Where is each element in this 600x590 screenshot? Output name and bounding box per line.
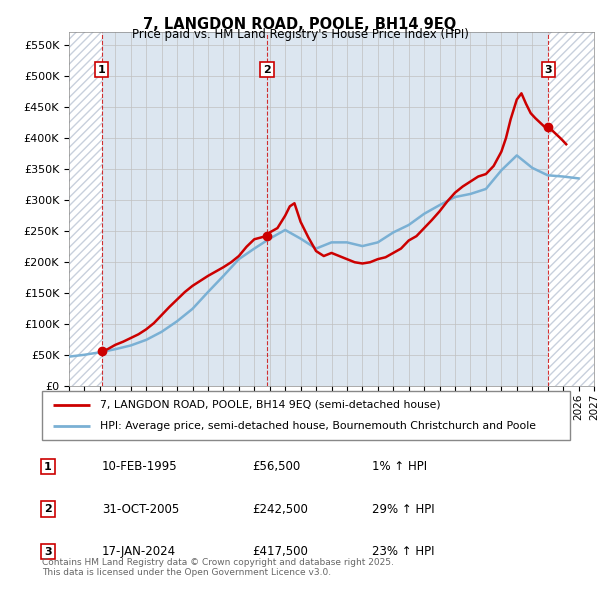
Text: £417,500: £417,500 <box>252 545 308 558</box>
Text: 7, LANGDON ROAD, POOLE, BH14 9EQ (semi-detached house): 7, LANGDON ROAD, POOLE, BH14 9EQ (semi-d… <box>100 399 441 409</box>
Text: 1: 1 <box>98 65 106 75</box>
Text: £242,500: £242,500 <box>252 503 308 516</box>
Text: 23% ↑ HPI: 23% ↑ HPI <box>372 545 434 558</box>
Text: 2: 2 <box>44 504 52 514</box>
Bar <box>69 32 101 386</box>
Text: 1% ↑ HPI: 1% ↑ HPI <box>372 460 427 473</box>
Text: 1: 1 <box>44 462 52 471</box>
Text: 29% ↑ HPI: 29% ↑ HPI <box>372 503 434 516</box>
Text: HPI: Average price, semi-detached house, Bournemouth Christchurch and Poole: HPI: Average price, semi-detached house,… <box>100 421 536 431</box>
FancyBboxPatch shape <box>42 391 570 440</box>
Text: £56,500: £56,500 <box>252 460 300 473</box>
Text: 10-FEB-1995: 10-FEB-1995 <box>102 460 178 473</box>
Text: 3: 3 <box>545 65 552 75</box>
Text: Contains HM Land Registry data © Crown copyright and database right 2025.
This d: Contains HM Land Registry data © Crown c… <box>42 558 394 577</box>
Bar <box>548 32 594 386</box>
Text: 31-OCT-2005: 31-OCT-2005 <box>102 503 179 516</box>
Text: 7, LANGDON ROAD, POOLE, BH14 9EQ: 7, LANGDON ROAD, POOLE, BH14 9EQ <box>143 17 457 31</box>
Text: 3: 3 <box>44 547 52 556</box>
Text: 2: 2 <box>263 65 271 75</box>
Text: Price paid vs. HM Land Registry's House Price Index (HPI): Price paid vs. HM Land Registry's House … <box>131 28 469 41</box>
Text: 17-JAN-2024: 17-JAN-2024 <box>102 545 176 558</box>
